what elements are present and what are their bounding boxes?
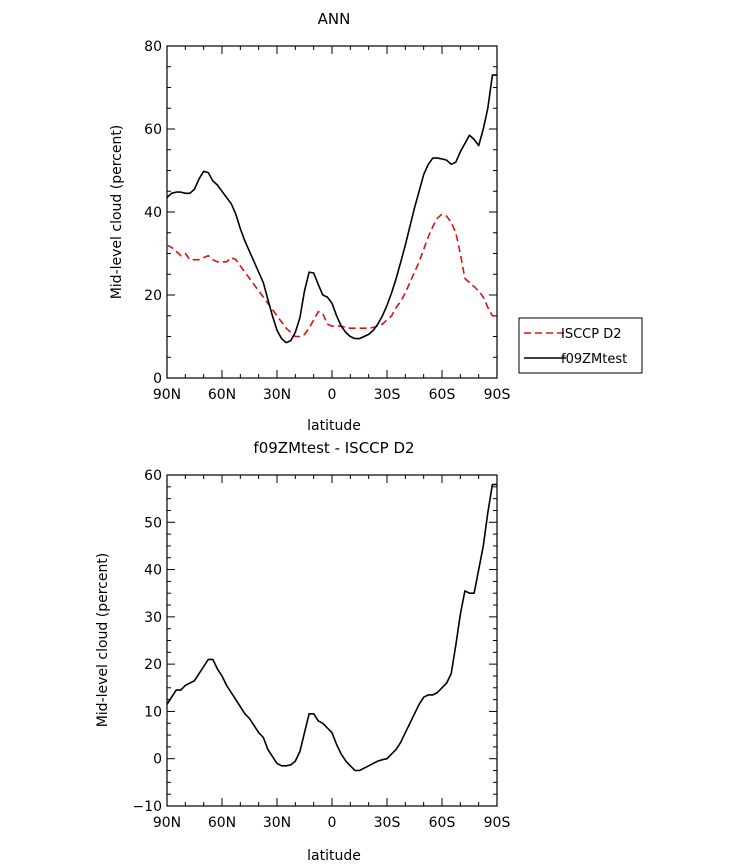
bottom-y-tick-label: 0 bbox=[153, 752, 162, 768]
legend-box bbox=[518, 317, 643, 374]
bottom-x-tick-label: 60N bbox=[208, 815, 236, 831]
bottom-frame bbox=[166, 474, 498, 807]
bottom-chart: f09ZMtest - ISCCP D2 90N 60N 30N 0 30S 60S 90S… bbox=[95, 439, 510, 864]
bottom-x-tick-label: 30N bbox=[263, 815, 291, 831]
top-y-tick-label: 80 bbox=[144, 39, 162, 55]
top-x-tick-label: 90S bbox=[484, 387, 511, 403]
bottom-plot-area: 90N 60N 30N 0 30S 60S 90S −10 0 10 20 30 40 50 60 bbox=[132, 468, 510, 831]
top-y-tick-label: 0 bbox=[153, 371, 162, 387]
top-y-tick-label: 60 bbox=[144, 122, 162, 138]
bottom-y-tick-label: 50 bbox=[144, 515, 162, 531]
bottom-x-tick-label: 30S bbox=[374, 815, 401, 831]
bottom-series-line-1 bbox=[166, 483, 497, 772]
bottom-y-tick-label: 60 bbox=[144, 468, 162, 484]
bottom-y-tick-label: 40 bbox=[144, 563, 162, 579]
top-series-line-1 bbox=[166, 213, 497, 338]
bottom-y-axis-label: Mid-level cloud (percent) bbox=[95, 553, 111, 728]
bottom-x-tick-label: 0 bbox=[328, 815, 337, 831]
bottom-y-tick-label: −10 bbox=[132, 799, 162, 815]
top-chart: ANN 90N 60N 30N 0 30S 60S 90S 0 20 40 60 80 latitud… bbox=[109, 10, 643, 434]
top-series-line-2 bbox=[166, 74, 497, 344]
top-y-tick-label: 40 bbox=[144, 205, 162, 221]
top-x-tick-label: 0 bbox=[328, 387, 337, 403]
bottom-x-tick-label: 90S bbox=[484, 815, 511, 831]
legend-label-isccp: ISCCP D2 bbox=[561, 327, 622, 342]
top-chart-title: ANN bbox=[318, 10, 351, 28]
legend: ISCCP D2 f09ZMtest bbox=[518, 317, 643, 374]
top-x-tick-label: 30N bbox=[263, 387, 291, 403]
top-x-axis-label: latitude bbox=[307, 418, 361, 434]
top-x-tick-label: 60S bbox=[429, 387, 456, 403]
top-x-tick-label: 60N bbox=[208, 387, 236, 403]
bottom-x-tick-label: 60S bbox=[429, 815, 456, 831]
top-frame bbox=[166, 45, 498, 379]
bottom-x-tick-label: 90N bbox=[153, 815, 181, 831]
legend-label-f09zmtest: f09ZMtest bbox=[561, 352, 627, 367]
top-x-tick-label: 90N bbox=[153, 387, 181, 403]
bottom-y-tick-label: 10 bbox=[144, 704, 162, 720]
top-plot-area: 90N 60N 30N 0 30S 60S 90S 0 20 40 60 80 bbox=[144, 39, 510, 403]
bottom-x-axis-label: latitude bbox=[307, 848, 361, 864]
bottom-y-tick-label: 30 bbox=[144, 610, 162, 626]
bottom-y-tick-label: 20 bbox=[144, 657, 162, 673]
top-y-tick-label: 20 bbox=[144, 288, 162, 304]
bottom-chart-title: f09ZMtest - ISCCP D2 bbox=[253, 439, 414, 457]
top-x-tick-label: 30S bbox=[374, 387, 401, 403]
top-y-axis-label: Mid-level cloud (percent) bbox=[109, 125, 125, 300]
